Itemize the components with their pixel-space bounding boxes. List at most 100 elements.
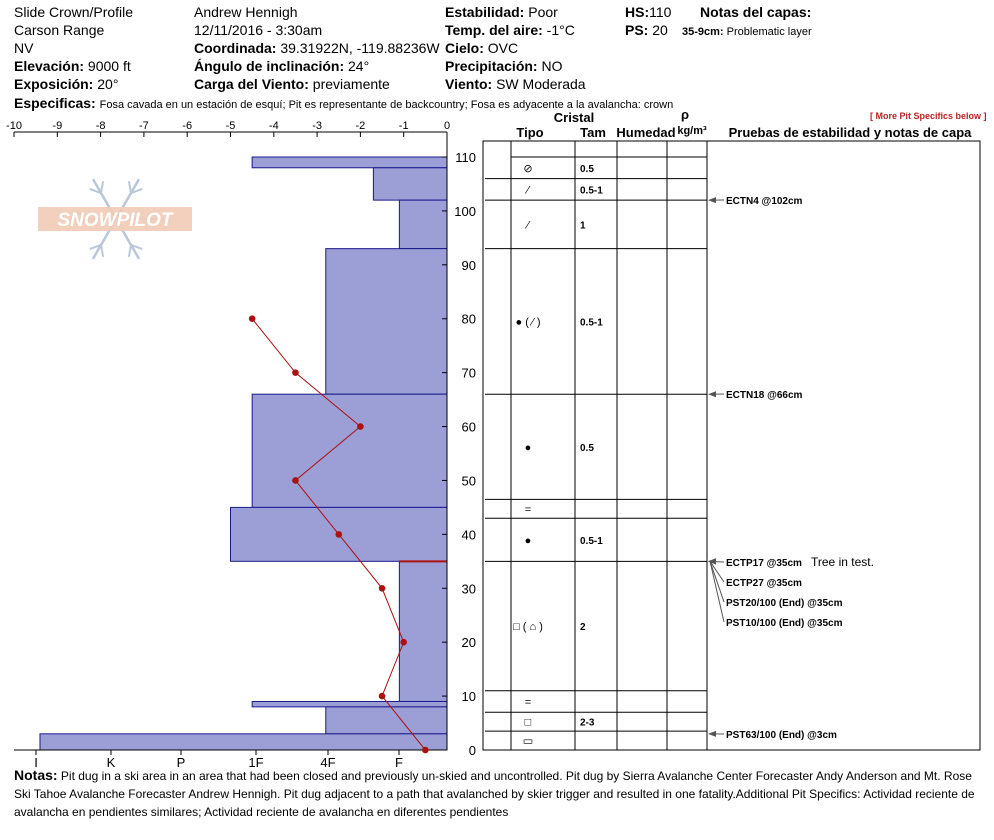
- hardness-bars: [39, 156, 448, 751]
- temp-tick-label: -7: [139, 120, 149, 132]
- layer-grain-type: ● ( ⁄ ): [516, 316, 541, 328]
- temp-tick-label: -1: [399, 120, 409, 132]
- wind-value: SW Moderada: [496, 76, 586, 92]
- airtemp-value: -1°C: [546, 22, 575, 38]
- snowflake-branch: [100, 181, 105, 194]
- datetime: 12/11/2016 - 3:30am: [194, 22, 323, 38]
- layer-grain-type: ●: [525, 442, 532, 454]
- temp-tick-label: -4: [269, 120, 279, 132]
- pit-location: Slide Crown/Profile: [14, 4, 134, 20]
- layer-grain-type: ⁄: [524, 184, 531, 196]
- air-temp: Temp. del aire: -1°C: [445, 22, 575, 38]
- logo-banner: [38, 207, 192, 231]
- layer-notes-title: Notas del capas:: [700, 4, 812, 20]
- temp-point: [292, 477, 299, 484]
- notes-section: Notas: Pit dug in a ski area in an area …: [14, 766, 990, 821]
- hardness-bar: [325, 706, 448, 735]
- hardness-bar: [372, 167, 448, 201]
- temp-point: [248, 315, 256, 323]
- hardness-bar: [398, 199, 448, 250]
- temp-point: [335, 531, 343, 538]
- depth-tick-label: 90: [462, 258, 476, 273]
- test-pointer: [709, 561, 725, 583]
- layer-table: Cristal Tipo Tam Humedad ρ kg/m³ Pruebas de es…: [482, 107, 981, 751]
- sky: Cielo: OVC: [445, 40, 519, 56]
- sky-label: Cielo:: [445, 40, 484, 56]
- temp-point: [378, 584, 386, 592]
- depth-tick-label: 0: [469, 743, 476, 758]
- stability: Estabilidad: Poor: [445, 4, 558, 20]
- layer-grain-type: ▭: [523, 736, 533, 748]
- hardness-tick-label: F: [395, 755, 403, 770]
- incline-value: 24°: [348, 58, 370, 74]
- header-rho: ρ: [681, 107, 689, 122]
- depth-tick-label: 50: [462, 473, 476, 488]
- layer-grain-size: 0.5: [580, 443, 594, 454]
- hardness-tick-label: I: [34, 755, 38, 770]
- depth-tick-label: 80: [462, 312, 476, 327]
- hardness-bar: [251, 393, 448, 508]
- test-label: ECTP17 @35cm: [726, 558, 802, 569]
- stability-label: Estabilidad:: [445, 4, 525, 20]
- test-label: PST10/100 (End) @35cm: [726, 618, 843, 629]
- left-plot-frame: -10 -9 -8 -7 -6 -5 -4 -3 -2 -1 0010203040506070809…: [6, 120, 476, 770]
- test-arrowhead: [708, 197, 716, 204]
- state: NV: [14, 40, 34, 56]
- incline-label: Ángulo de inclinación:: [194, 58, 345, 74]
- snow-height: HS:110: [625, 4, 671, 20]
- hs-label: HS:: [625, 4, 650, 20]
- layer-grain-type: ⁄: [524, 219, 531, 231]
- layer-grain-size: 2-3: [580, 718, 595, 729]
- test-label: PST63/100 (End) @3cm: [726, 730, 837, 741]
- temp-tick-label: -5: [226, 120, 236, 132]
- incline: Ángulo de inclinación: 24°: [194, 58, 369, 74]
- snowpilot-logo: SNOWPILOT: [38, 178, 192, 260]
- specifics-label: Especificas:: [14, 95, 96, 111]
- layer-grain-size: 0.5-1: [580, 185, 603, 196]
- layer-grain-size: 1: [580, 220, 586, 231]
- header-type: Tipo: [516, 125, 543, 140]
- temp-point: [357, 423, 364, 430]
- logo-text: SNOWPILOT: [57, 210, 173, 231]
- temp-tick-label: -2: [356, 120, 366, 132]
- temp-tick-label: 0: [444, 120, 450, 132]
- temp-point: [378, 692, 386, 700]
- header-humidity: Humedad: [616, 125, 675, 140]
- layer-note: 35-9cm: Problematic layer: [682, 24, 812, 40]
- test-pointer: [709, 561, 725, 623]
- notes-text: Pit dug in a ski area in an area that ha…: [14, 769, 975, 819]
- header-size: Tam: [580, 125, 606, 140]
- aspect: Exposición: 20°: [14, 76, 118, 92]
- hardness-bar: [325, 248, 448, 395]
- header-crystal: Cristal: [554, 110, 594, 125]
- temperature-profile: [248, 315, 429, 754]
- mountain-range: Carson Range: [14, 22, 105, 38]
- snowflake-branch: [130, 244, 143, 251]
- windload-label: Carga del Viento:: [194, 76, 309, 92]
- ps-value: 20: [652, 22, 668, 38]
- test-label: ECTN18 @66cm: [726, 390, 803, 401]
- wind-label: Viento:: [445, 76, 493, 92]
- coord-label: Coordinada:: [194, 40, 277, 56]
- wind-loading: Carga del Viento: previamente: [194, 76, 390, 92]
- layer-grain-size: 0.5-1: [580, 536, 603, 547]
- snowflake-branch: [127, 181, 132, 194]
- stability-value: Poor: [528, 4, 558, 20]
- hardness-bar: [398, 560, 448, 702]
- sky-value: OVC: [487, 40, 519, 56]
- header-tests: Pruebas de estabilidad y notas de capa: [729, 125, 973, 140]
- precip-value: NO: [541, 58, 563, 74]
- penetration: PS: 20: [625, 22, 668, 38]
- test-arrowhead: [708, 558, 716, 565]
- observer: Andrew Hennigh: [194, 4, 298, 20]
- wind: Viento: SW Moderada: [445, 76, 586, 92]
- elevation: Elevación: 9000 ft: [14, 58, 131, 74]
- specifics-text: Fosa cavada en un estación de esquí; Pit…: [99, 99, 674, 111]
- layer-grain-type: =: [525, 504, 531, 516]
- depth-tick-label: 40: [462, 527, 476, 542]
- more-specifics-link[interactable]: [ More Pit Specifics below ]: [870, 111, 987, 121]
- table-frame: [482, 140, 981, 751]
- aspect-label: Exposición:: [14, 76, 94, 92]
- depth-tick-label: 10: [462, 689, 476, 704]
- depth-tick-label: 60: [462, 420, 476, 435]
